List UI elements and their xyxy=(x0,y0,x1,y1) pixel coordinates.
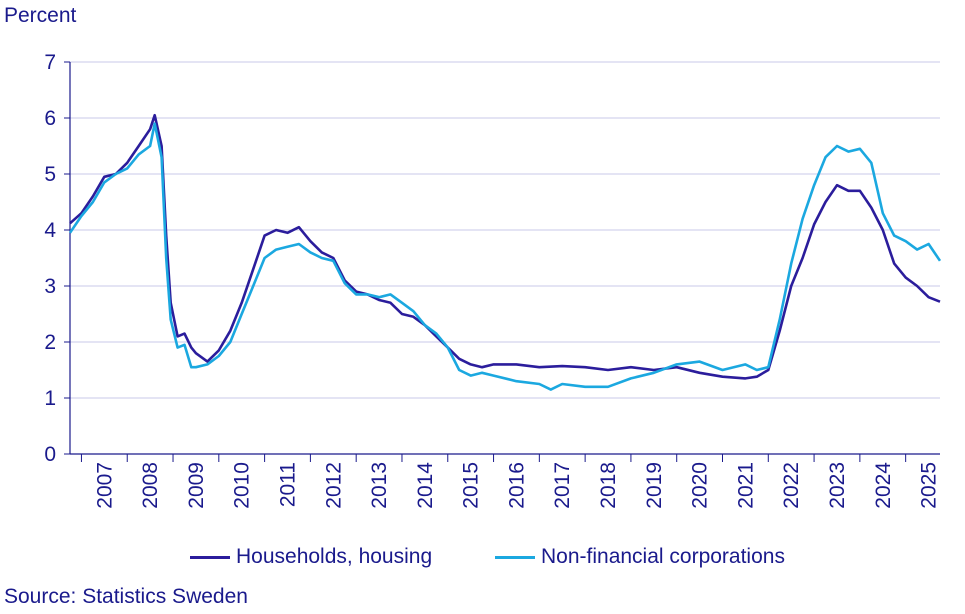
gridlines xyxy=(70,61,940,399)
y-tick-label: 0 xyxy=(44,443,56,466)
x-tick-label: 2009 xyxy=(185,462,208,509)
legend-item-households: Households, housing xyxy=(190,545,432,569)
x-tick-label: 2015 xyxy=(460,462,483,509)
x-tick-label: 2023 xyxy=(826,462,849,509)
x-tick-label: 2024 xyxy=(872,462,895,509)
axes xyxy=(64,61,940,462)
y-tick-labels: 0 1 2 3 4 5 6 7 xyxy=(44,51,56,466)
x-tick-label: 2016 xyxy=(505,462,528,509)
y-tick-label: 2 xyxy=(44,331,56,354)
y-tick-label: 1 xyxy=(44,387,56,410)
x-tick-label: 2022 xyxy=(780,462,803,509)
series-lines xyxy=(68,113,942,391)
legend-label-households: Households, housing xyxy=(236,545,433,568)
x-tick-label: 2019 xyxy=(643,462,666,509)
legend-swatch-households xyxy=(190,555,230,559)
x-tick-labels: 2007 2008 2009 2010 2011 2012 2013 2014 2015 2016… xyxy=(93,462,940,509)
x-tick-label: 2012 xyxy=(322,462,345,509)
legend-item-corporations: Non-financial corporations xyxy=(495,545,785,569)
legend: Households, housing Non-financial corpor… xyxy=(0,545,965,573)
x-tick-label: 2013 xyxy=(368,462,391,509)
x-tick-label: 2010 xyxy=(231,462,254,509)
y-tick-label: 5 xyxy=(44,163,56,186)
y-tick-label: 6 xyxy=(44,107,56,130)
y-tick-label: 4 xyxy=(44,219,56,242)
x-tick-label: 2011 xyxy=(277,462,300,507)
legend-swatch-corporations xyxy=(495,555,535,559)
x-tick-label: 2020 xyxy=(689,462,712,509)
y-tick-label: 7 xyxy=(44,51,56,74)
source-note: Source: Statistics Sweden xyxy=(4,585,248,608)
x-tick-label: 2021 xyxy=(734,462,757,509)
legend-label-corporations: Non-financial corporations xyxy=(541,545,785,568)
x-tick-label: 2008 xyxy=(139,462,162,509)
x-tick-label: 2014 xyxy=(414,462,437,509)
x-tick-label: 2025 xyxy=(918,462,941,509)
x-tick-label: 2017 xyxy=(551,462,574,509)
x-tick-label: 2007 xyxy=(93,462,116,509)
series-line-1 xyxy=(68,122,942,391)
y-axis-label: Percent xyxy=(4,4,77,27)
x-tick-label: 2018 xyxy=(597,462,620,509)
y-tick-label: 3 xyxy=(44,275,56,298)
series-line-0 xyxy=(69,113,941,380)
